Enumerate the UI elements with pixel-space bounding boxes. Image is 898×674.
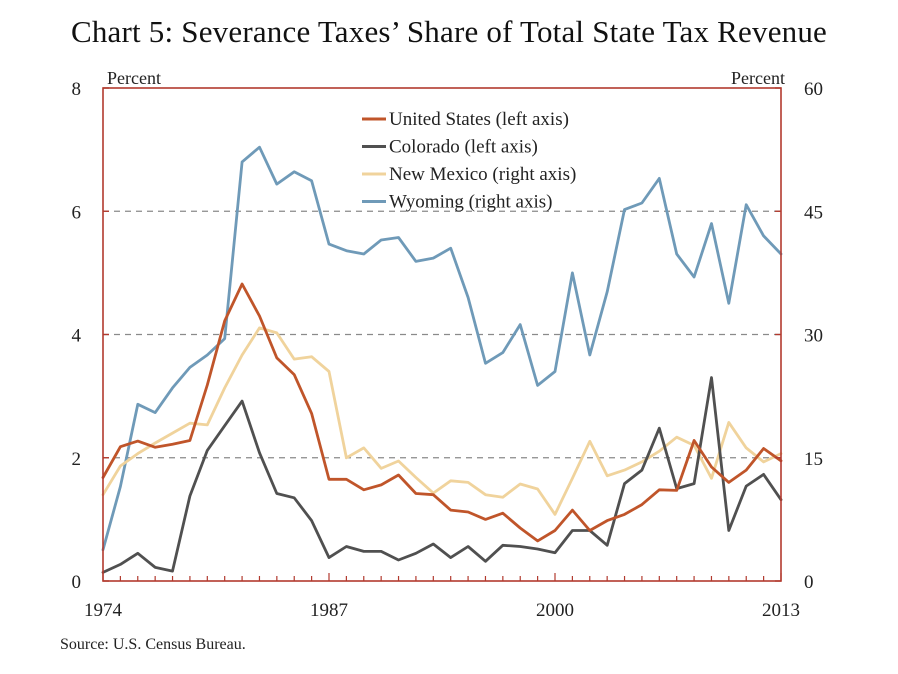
right-axis-unit-label: Percent xyxy=(731,68,785,88)
left-tick-label: 6 xyxy=(72,202,82,223)
left-tick-label: 2 xyxy=(72,449,82,470)
left-tick-label: 0 xyxy=(72,572,82,593)
x-tick-label: 1974 xyxy=(84,600,123,621)
axes: 0 2 4 6 8 0 15 30 45 60 1974 1987 2000 2013 xyxy=(72,79,824,621)
x-tick-label: 2000 xyxy=(536,600,574,621)
chart-title: Chart 5: Severance Taxes’ Share of Total… xyxy=(70,14,828,49)
right-tick-label: 30 xyxy=(804,326,823,347)
gridlines xyxy=(103,210,781,459)
right-tick-label: 0 xyxy=(804,572,814,593)
series-line-colorado xyxy=(101,376,783,574)
source-note: Source: U.S. Census Bureau. xyxy=(60,636,246,653)
legend-label-wyoming: Wyoming (right axis) xyxy=(389,192,553,213)
legend-label-united-states: United States (left axis) xyxy=(389,109,569,130)
legend: United States (left axis) Colorado (left … xyxy=(362,109,576,213)
legend-label-colorado: Colorado (left axis) xyxy=(389,137,538,158)
series-line-wyoming xyxy=(101,145,783,552)
right-tick-label: 15 xyxy=(804,449,823,470)
right-tick-label: 45 xyxy=(804,202,823,223)
left-tick-label: 4 xyxy=(72,326,82,347)
left-tick-label: 8 xyxy=(72,79,82,100)
x-tick-label: 1987 xyxy=(310,600,348,621)
right-tick-label: 60 xyxy=(804,79,823,100)
series-lines xyxy=(101,145,783,574)
series-line-united-states xyxy=(101,282,783,543)
left-axis-unit-label: Percent xyxy=(107,68,161,88)
legend-label-new-mexico: New Mexico (right axis) xyxy=(389,164,576,185)
x-tick-label: 2013 xyxy=(762,600,800,621)
series-line-new-mexico xyxy=(101,326,783,516)
